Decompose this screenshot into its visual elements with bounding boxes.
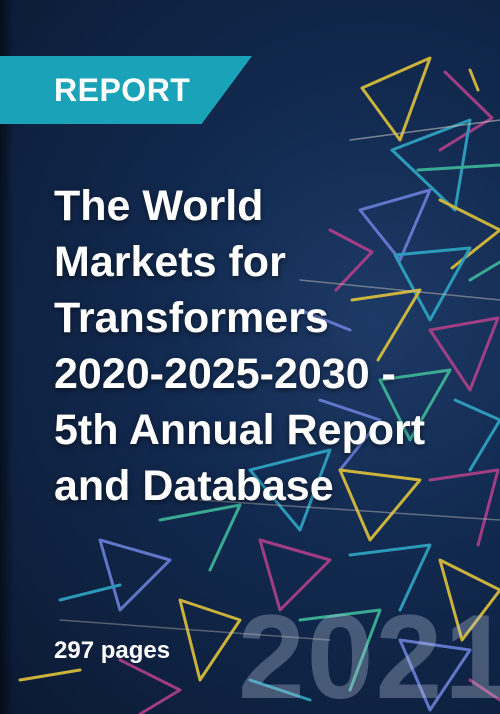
- title-line: The World: [54, 182, 264, 230]
- title-line: and Database: [54, 462, 334, 510]
- report-badge-label: REPORT: [54, 72, 191, 108]
- title-line: 2020-2025-2030 -: [54, 350, 396, 398]
- report-title: The World Markets for Transformers 2020-…: [54, 178, 484, 514]
- publication-year: 2021: [238, 590, 500, 714]
- title-line: 5th Annual Report: [54, 406, 426, 454]
- title-line: Markets for: [54, 238, 286, 286]
- title-line: Transformers: [54, 294, 329, 342]
- report-badge: [0, 56, 252, 124]
- cover-spine-shadow: [0, 0, 14, 714]
- page-count: 297 pages: [54, 637, 171, 664]
